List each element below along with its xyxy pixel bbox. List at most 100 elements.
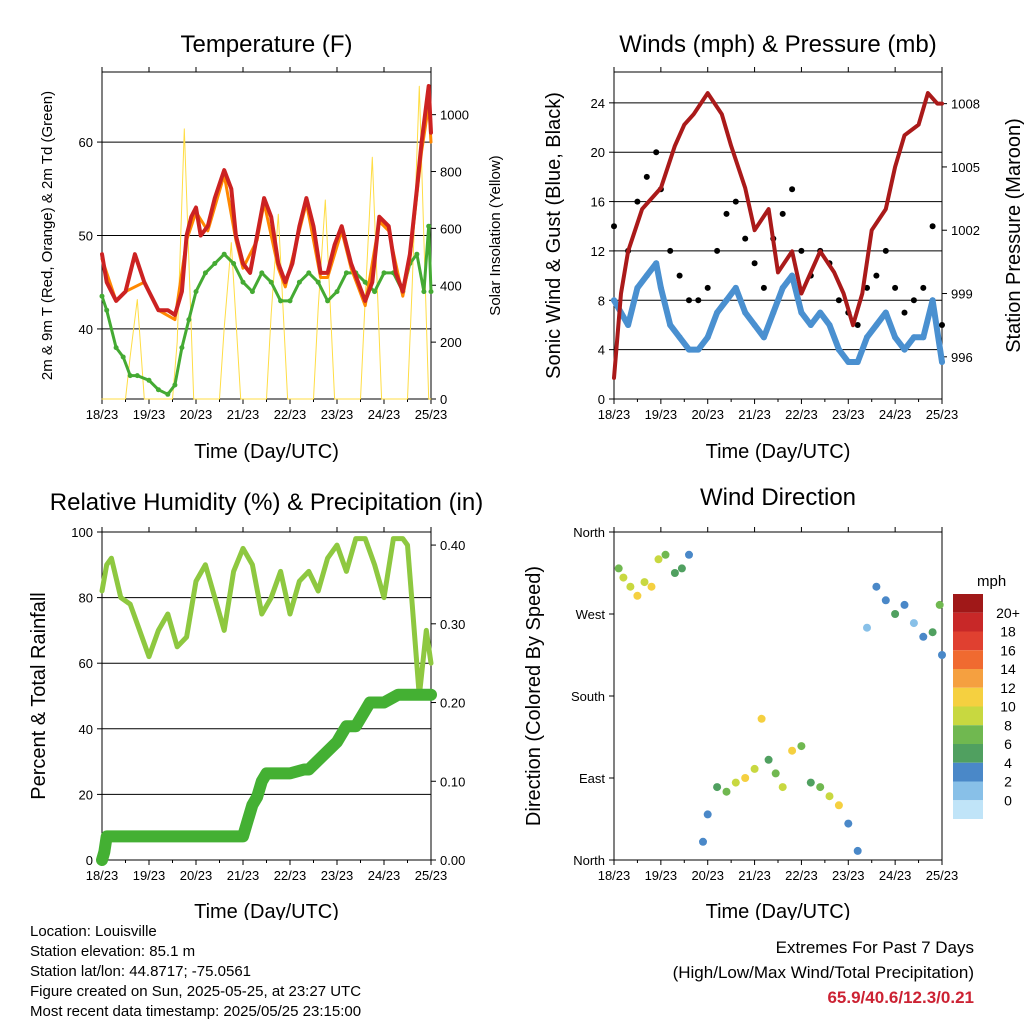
sonic-wind-point-28	[873, 322, 880, 328]
chart-title-3: Wind Direction	[700, 484, 856, 511]
sonic-wind-point-2	[634, 284, 641, 291]
y2-tick-label-0-5: 1000	[440, 108, 469, 123]
direction-point-3	[633, 591, 642, 600]
sonic-wind-point-34	[929, 297, 936, 304]
elevation-text: Station elevation: 85.1 m	[30, 943, 196, 960]
dewpoint-point-0	[99, 293, 105, 299]
gust-point-19	[789, 186, 796, 193]
y2-tick-label-2-0: 0.00	[440, 853, 465, 868]
x-tick-label-3-4: 22/23	[785, 868, 818, 883]
sonic-wind-point-32	[910, 334, 917, 341]
y2-tick-label-0-3: 600	[440, 221, 462, 236]
direction-point-21	[778, 783, 787, 792]
dewpoint-point-16	[231, 261, 237, 266]
gust-point-26	[854, 322, 861, 328]
direction-point-0	[614, 564, 623, 573]
recent-timestamp-text: Most recent data timestamp: 2025/05/25 2…	[30, 1003, 362, 1020]
pressure-line	[612, 91, 944, 380]
x-tick-label-2-2: 20/23	[180, 868, 213, 883]
colorbar-swatch-3	[953, 650, 983, 669]
dewpoint-line	[100, 224, 433, 396]
gust-point-7	[676, 272, 683, 279]
colorbar-swatch-5	[953, 687, 983, 707]
sonic-wind-point-22	[817, 309, 824, 316]
direction-point-34	[900, 600, 909, 609]
y-axis-label-3: Direction (Colored By Speed)	[523, 566, 545, 826]
sonic-wind-point-33	[920, 334, 927, 341]
y2-tick-label-2-2: 0.20	[440, 696, 465, 711]
dewpoint-point-17	[240, 279, 246, 285]
y-tick-label-0-1: 50	[79, 229, 93, 244]
x-tick-label-1-1: 19/23	[645, 407, 678, 422]
sonic-wind-point-13	[732, 284, 739, 291]
x-tick-label-2-1: 19/23	[133, 868, 166, 883]
direction-point-33	[891, 610, 900, 618]
direction-point-32	[881, 596, 890, 605]
x-tick-label-0-6: 24/23	[368, 407, 401, 422]
gust-point-31	[901, 309, 908, 316]
y-tick-label-2-4: 80	[79, 591, 93, 606]
gust-point-18	[779, 210, 786, 217]
gust-point-6	[667, 247, 674, 254]
x-tick-label-3-0: 18/23	[598, 868, 631, 883]
y-tick-label-0-2: 60	[79, 135, 93, 150]
sonic-wind-point-25	[845, 359, 852, 365]
sonic-wind-point-1	[625, 322, 632, 328]
direction-point-29	[853, 846, 862, 855]
sonic-wind-point-15	[751, 322, 758, 328]
y2-tick-label-1-2: 1002	[951, 223, 980, 238]
gust-point-4	[653, 149, 660, 156]
sonic-wind-point-9	[695, 346, 702, 353]
dewpoint-point-21	[278, 298, 284, 304]
direction-point-8	[670, 569, 679, 577]
y2-axis-label-0: Solar Insolation (Yellow)	[487, 155, 504, 315]
y-tick-label-2-2: 40	[79, 722, 93, 737]
sonic-wind-point-10	[704, 334, 711, 341]
sonic-wind-point-27	[864, 334, 870, 341]
precipitation-line	[96, 688, 437, 866]
gust-point-3	[643, 173, 650, 180]
latlon-text: Station lat/lon: 44.8717; -75.0561	[30, 963, 252, 980]
y2-tick-label-0-0: 0	[440, 392, 447, 407]
x-tick-label-0-4: 22/23	[274, 407, 307, 422]
x-tick-label-2-0: 18/23	[86, 868, 119, 883]
direction-point-20	[771, 769, 780, 778]
direction-point-27	[834, 801, 843, 810]
meteogram: 18/23 19/23 20/23 21/23 22/23 23/23 24/23 25/23…	[28, 31, 1024, 920]
direction-point-12	[703, 810, 712, 819]
gust-point-32	[910, 297, 917, 304]
sonic-wind-point-11	[714, 309, 721, 316]
gust-point-20	[798, 247, 805, 254]
y-tick-label-1-2: 8	[598, 293, 605, 308]
direction-point-38	[935, 600, 944, 609]
direction-point-7	[661, 550, 670, 559]
colorbar-label-6: 8	[1004, 717, 1012, 733]
dewpoint-point-9	[172, 382, 178, 388]
sonic-wind-point-6	[667, 322, 674, 328]
direction-point-11	[699, 837, 707, 846]
chart-title-2: Relative Humidity (%) & Precipitation (i…	[50, 489, 483, 516]
dewpoint-point-10	[179, 345, 185, 351]
station-info: Location: Louisville Station elevation: …	[30, 922, 361, 1022]
y2-tick-label-1-1: 999	[951, 287, 973, 302]
direction-point-15	[731, 778, 740, 787]
colorbar-label-5: 10	[1000, 699, 1016, 715]
dewpoint-point-19	[259, 270, 265, 276]
x-tick-label-3-6: 24/23	[879, 868, 912, 883]
sonic-wind-point-3	[643, 272, 650, 279]
sonic-wind-point-12	[723, 297, 730, 304]
sonic-wind-point-20	[798, 309, 805, 316]
direction-point-9	[677, 564, 686, 573]
y-tick-label-1-0: 0	[598, 392, 605, 407]
dewpoint-point-11	[186, 317, 192, 323]
gust-point-15	[751, 260, 758, 267]
gust-point-11	[714, 247, 721, 254]
direction-point-19	[764, 755, 773, 764]
direction-point-37	[928, 628, 937, 637]
dewpoint-point-7	[155, 387, 161, 393]
direction-point-13	[713, 783, 722, 792]
gust-point-35	[939, 322, 945, 328]
gust-point-16	[760, 284, 767, 291]
colorbar-label-0: 20+	[996, 605, 1020, 621]
gust-point-33	[920, 284, 927, 291]
